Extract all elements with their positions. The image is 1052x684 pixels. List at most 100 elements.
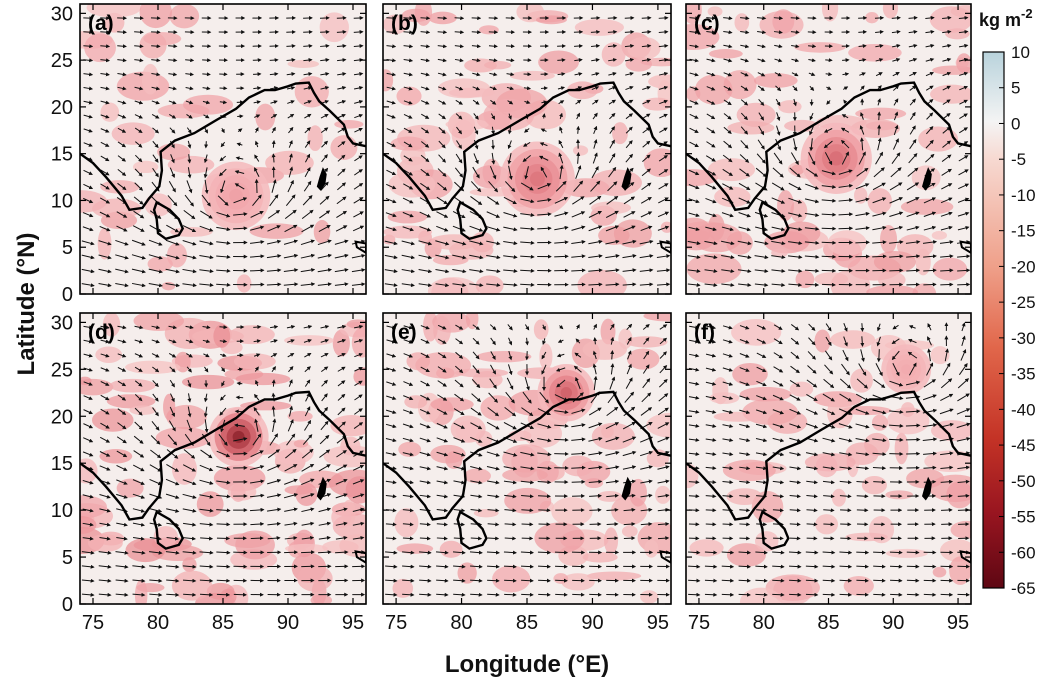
field-patch: [181, 374, 235, 390]
wind-vector: [334, 239, 349, 245]
colorbar-tick-label: -65: [1011, 579, 1036, 598]
wind-vector: [337, 72, 347, 76]
field-patch: [885, 490, 914, 500]
wind-vector: [506, 86, 515, 91]
field-patch: [463, 468, 491, 484]
wind-vector: [403, 86, 413, 91]
wind-vector: [301, 224, 315, 233]
wind-vector: [254, 127, 259, 133]
wind-vector: [116, 211, 128, 218]
wind-vector: [490, 113, 496, 120]
wind-vector: [185, 72, 195, 77]
wind-vector: [83, 44, 94, 49]
field-patch: [224, 533, 271, 548]
wind-vector: [271, 379, 276, 387]
field-patch: [845, 532, 888, 542]
wind-vector: [436, 225, 449, 232]
wind-vector: [454, 30, 465, 35]
wind-vector: [437, 168, 447, 177]
wind-vector: [571, 240, 586, 245]
wind-vector: [82, 226, 94, 232]
wind-vector: [321, 154, 328, 163]
wind-vector: [625, 126, 633, 134]
field-patch: [591, 422, 635, 450]
wind-vector: [605, 268, 620, 273]
wind-vector: [503, 226, 518, 232]
field-patch: [865, 12, 879, 24]
wind-vector: [504, 564, 517, 569]
field-patch: [139, 4, 172, 29]
wind-vector: [270, 100, 278, 105]
wind-vector: [454, 58, 464, 63]
wind-vector: [148, 254, 163, 260]
wind-vector: [216, 564, 231, 569]
field-patch: [734, 13, 750, 32]
field-patch: [778, 100, 802, 114]
colorbar-tick-label: -25: [1011, 293, 1036, 312]
wind-vector: [151, 114, 160, 119]
wind-vector: [202, 100, 211, 105]
wind-vector: [169, 140, 175, 149]
wind-vector: [301, 209, 314, 219]
wind-vector: [472, 86, 481, 91]
wind-vector: [625, 140, 633, 149]
wind-vector: [487, 592, 500, 597]
field-patch: [587, 571, 642, 581]
wind-vector: [455, 113, 463, 120]
wind-vector: [216, 522, 231, 527]
wind-vector: [507, 100, 514, 105]
wind-vector: [401, 283, 415, 288]
wind-vector: [286, 44, 296, 49]
wind-vector: [386, 86, 397, 91]
x-tick-label: 95: [342, 612, 364, 634]
field-patch: [331, 506, 352, 528]
wind-vector: [688, 592, 701, 597]
wind-vector: [506, 72, 515, 77]
wind-vector: [337, 86, 347, 90]
y-tick-label: 15: [51, 144, 73, 166]
wind-vector: [593, 139, 598, 149]
field-patch: [932, 566, 947, 578]
wind-vector: [420, 86, 430, 91]
wind-vector: [839, 592, 853, 597]
wind-vector: [521, 508, 534, 513]
wind-vector: [641, 57, 652, 62]
wind-vector: [148, 268, 164, 274]
wind-vector: [469, 269, 484, 274]
field-patch: [284, 485, 313, 495]
wind-vector: [491, 126, 496, 135]
wind-vector: [304, 113, 312, 119]
wind-vector: [856, 592, 869, 597]
wind-vector: [199, 269, 214, 274]
wind-vector: [402, 197, 414, 204]
wind-vector: [591, 44, 601, 48]
wind-vector: [151, 44, 161, 49]
colorbar-scale: [982, 51, 1005, 589]
wind-vector: [317, 282, 332, 287]
wind-vector: [821, 240, 837, 245]
wind-vector: [100, 183, 110, 190]
wind-vector: [755, 564, 768, 569]
wind-vector: [554, 254, 569, 259]
wind-vector: [133, 196, 144, 205]
field-patch: [169, 4, 200, 29]
wind-vector: [588, 268, 603, 273]
wind-vector: [472, 58, 481, 63]
wind-vector: [571, 211, 586, 218]
field-patch: [643, 148, 671, 178]
field-patch: [915, 248, 931, 276]
wind-vector: [304, 140, 311, 148]
wind-vector: [537, 183, 552, 190]
wind-vector: [508, 165, 513, 181]
wind-vector: [575, 165, 582, 179]
field-patch: [931, 230, 948, 240]
y-tick-label: 15: [51, 453, 73, 475]
wind-vector: [353, 85, 364, 90]
wind-vector: [588, 211, 603, 218]
wind-vector: [470, 181, 482, 193]
wind-vector: [216, 592, 231, 597]
wind-vector: [202, 72, 211, 77]
colorbar-tick-label: 10: [1011, 43, 1030, 62]
wind-vector: [640, 211, 653, 218]
andaman-islands: [316, 167, 327, 191]
